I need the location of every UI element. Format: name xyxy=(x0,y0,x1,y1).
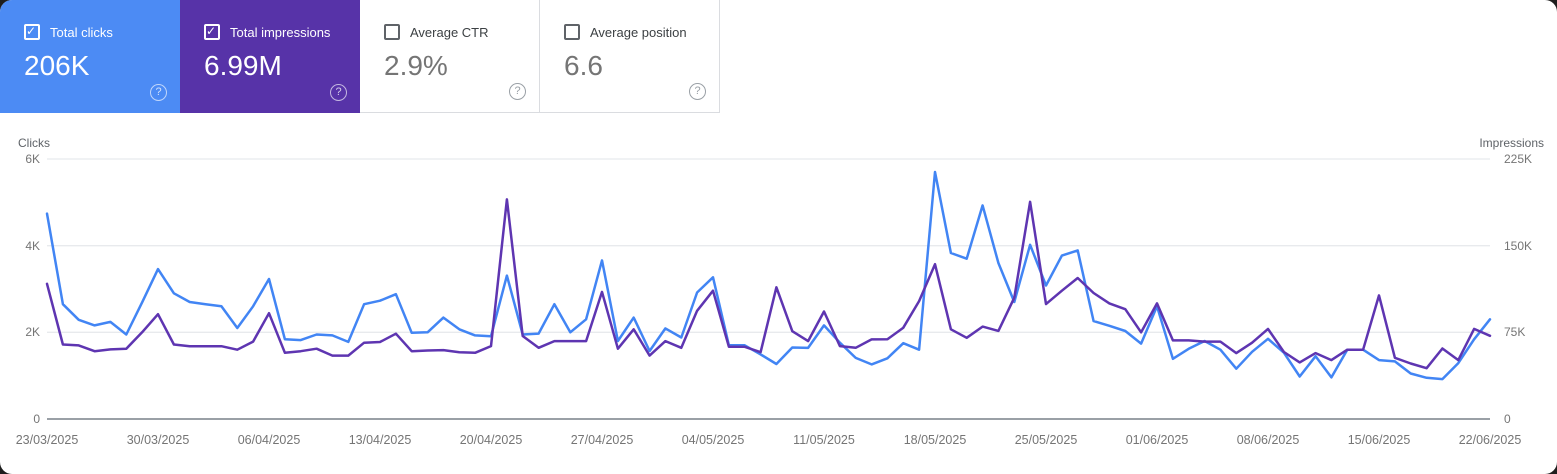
total-impressions-checkbox[interactable] xyxy=(204,24,220,40)
total-clicks-line[interactable] xyxy=(45,170,1492,381)
right-axis-tick-label: 150K xyxy=(1504,238,1533,253)
x-axis-date-label: 22/06/2025 xyxy=(1458,433,1522,447)
left-axis-tick-label: 4K xyxy=(25,238,40,253)
average-position-label: Average position xyxy=(590,24,687,40)
metric-cards-row: Total clicks 206K ? Total impressions 6.… xyxy=(0,0,720,113)
card-total-impressions[interactable]: Total impressions 6.99M ? xyxy=(180,0,360,113)
total-impressions-label: Total impressions xyxy=(230,24,331,40)
total-clicks-value: 206K xyxy=(24,50,90,81)
x-axis-date-label: 01/06/2025 xyxy=(1125,433,1189,447)
right-axis-tick-label: 75K xyxy=(1504,325,1526,340)
x-axis-date-label: 08/06/2025 xyxy=(1236,433,1300,447)
average-ctr-value: 2.9% xyxy=(384,50,448,81)
average-position-value: 6.6 xyxy=(564,50,603,81)
total-impressions-value: 6.99M xyxy=(204,50,282,81)
x-axis-date-label: 30/03/2025 xyxy=(126,433,190,447)
card-average-position[interactable]: Average position 6.6 ? xyxy=(540,0,720,113)
card-total-clicks[interactable]: Total clicks 206K ? xyxy=(0,0,180,113)
right-axis-title: Impressions xyxy=(1479,136,1544,150)
x-axis-date-label: 25/05/2025 xyxy=(1014,433,1078,447)
left-axis-tick-label: 0 xyxy=(33,412,40,426)
x-axis-date-label: 20/04/2025 xyxy=(459,433,523,447)
help-icon[interactable]: ? xyxy=(509,83,526,100)
average-position-checkbox[interactable] xyxy=(564,24,580,40)
performance-chart[interactable]: Clicks Impressions 0 0 2K 75K 4K 150K 6K 225K 23… xyxy=(0,113,1557,474)
total-clicks-checkbox[interactable] xyxy=(24,24,40,40)
help-icon[interactable]: ? xyxy=(330,84,347,101)
total-clicks-label: Total clicks xyxy=(50,24,113,40)
left-axis-title: Clicks xyxy=(18,136,50,150)
x-axis-date-label: 27/04/2025 xyxy=(570,433,634,447)
left-axis-tick-label: 6K xyxy=(25,152,40,166)
average-ctr-label: Average CTR xyxy=(410,24,489,40)
x-axis-date-label: 18/05/2025 xyxy=(903,433,967,447)
x-axis-date-label: 06/04/2025 xyxy=(237,433,301,447)
help-icon[interactable]: ? xyxy=(689,83,706,100)
total-impressions-line[interactable] xyxy=(45,198,1492,370)
average-ctr-checkbox[interactable] xyxy=(384,24,400,40)
help-icon[interactable]: ? xyxy=(150,84,167,101)
right-axis-tick-label: 225K xyxy=(1504,152,1533,166)
x-axis-date-label: 04/05/2025 xyxy=(681,433,745,447)
performance-chart-svg[interactable] xyxy=(0,113,1557,474)
x-axis-date-label: 23/03/2025 xyxy=(15,433,79,447)
x-axis-date-label: 13/04/2025 xyxy=(348,433,412,447)
right-axis-tick-label: 0 xyxy=(1504,412,1511,426)
x-axis-date-label: 11/05/2025 xyxy=(793,433,855,447)
left-axis-tick-label: 2K xyxy=(25,325,40,340)
card-average-ctr[interactable]: Average CTR 2.9% ? xyxy=(360,0,540,113)
x-axis-date-label: 15/06/2025 xyxy=(1347,433,1411,447)
